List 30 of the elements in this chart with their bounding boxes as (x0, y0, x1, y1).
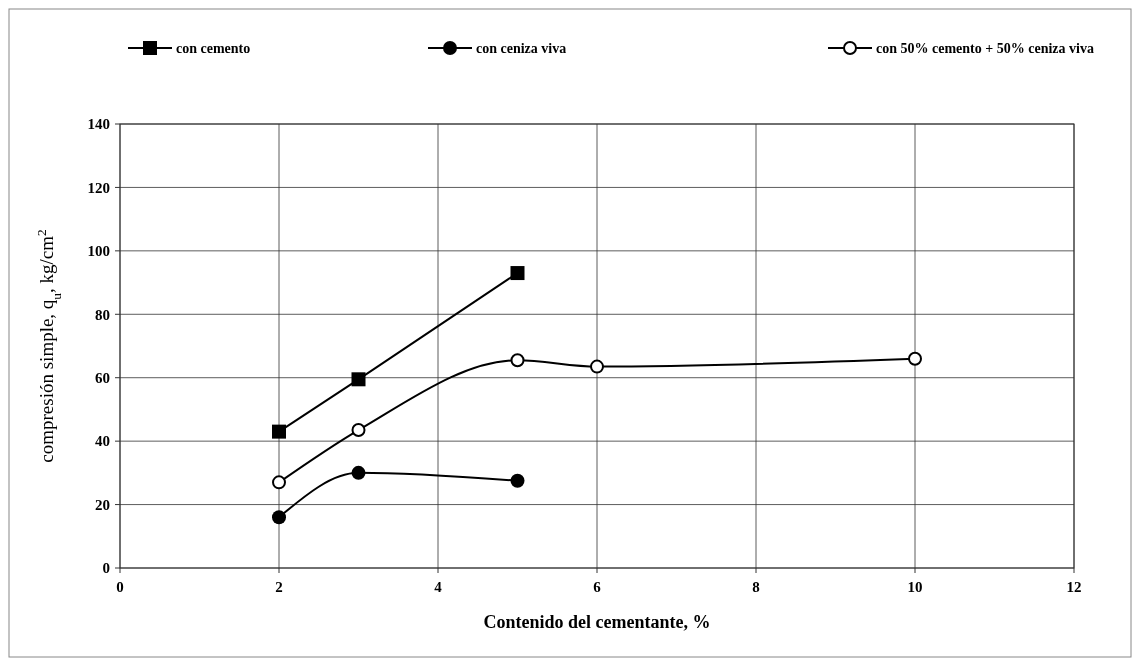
y-tick-label: 60 (95, 369, 110, 386)
legend-label: con ceniza viva (476, 40, 567, 56)
point (272, 475, 286, 490)
point (510, 353, 525, 368)
y-tick-label: 40 (95, 433, 110, 450)
y-tick-label: 20 (95, 496, 110, 513)
point (272, 510, 286, 525)
point (272, 424, 286, 439)
y-tick-label: 80 (95, 306, 110, 323)
y-tick-label: 120 (87, 179, 110, 196)
point (510, 266, 525, 281)
x-tick-label: 10 (907, 579, 923, 595)
point (908, 351, 922, 366)
y-tick-label: 100 (87, 243, 110, 260)
x-tick-label: 0 (116, 579, 124, 595)
point (590, 359, 604, 374)
x-axis-title: Contenido del cementante, % (483, 612, 711, 632)
point (510, 473, 525, 488)
x-tick-label: 8 (752, 579, 760, 595)
x-tick-label: 4 (434, 579, 443, 595)
point (351, 423, 366, 438)
point (351, 465, 366, 480)
x-tick-label: 12 (1066, 579, 1082, 595)
point (351, 372, 366, 387)
y-tick-label: 0 (102, 560, 110, 577)
x-tick-label: 6 (593, 579, 602, 595)
x-tick-label: 2 (275, 579, 283, 595)
y-tick-label: 140 (87, 116, 110, 133)
legend-label: con cemento (176, 40, 251, 56)
legend-label: con 50% cemento + 50% ceniza viva (876, 40, 1094, 56)
